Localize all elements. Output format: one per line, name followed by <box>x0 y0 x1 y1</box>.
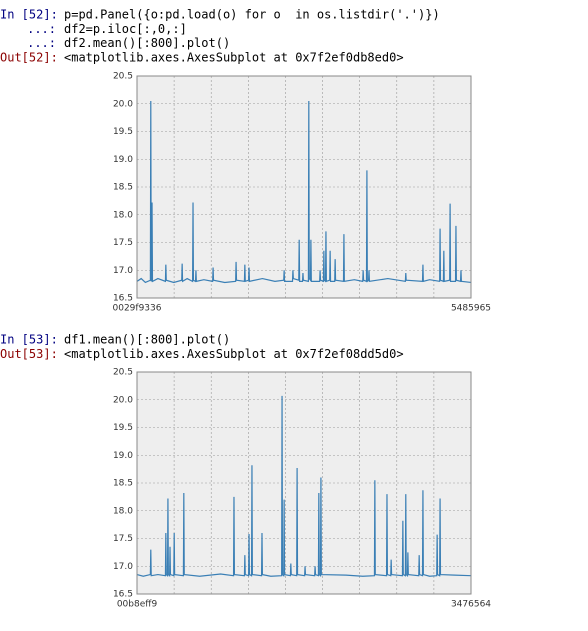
y-tick-label: 17.0 <box>113 562 133 572</box>
in-prompt: In [52]: <box>0 8 58 22</box>
y-tick-label: 20.0 <box>113 395 133 405</box>
plot-area <box>137 372 471 594</box>
continuation-prompt: ...: <box>27 22 56 36</box>
code-line: p=pd.Panel({o:pd.load(o) for o in os.lis… <box>64 8 440 22</box>
y-tick-label: 18.5 <box>113 479 133 489</box>
continuation-prompt: ...: <box>27 36 56 50</box>
y-tick-label: 16.5 <box>113 590 133 600</box>
y-tick-label: 18.0 <box>113 506 133 516</box>
y-tick-label: 19.0 <box>113 155 133 165</box>
y-tick-label: 19.5 <box>113 127 133 137</box>
code-line: df1.mean()[:800].plot() <box>64 333 230 347</box>
x-tick-label: 0029f9336 <box>113 304 162 314</box>
y-tick-label: 18.0 <box>113 210 133 220</box>
plot-frame <box>136 75 472 299</box>
y-tick-label: 18.5 <box>113 183 133 193</box>
y-tick-label: 19.0 <box>113 451 133 461</box>
plot-frame <box>136 371 472 595</box>
y-tick-label: 20.5 <box>113 368 133 378</box>
y-tick-label: 17.5 <box>113 238 133 248</box>
output-text: <matplotlib.axes.AxesSubplot at 0x7f2ef0… <box>64 347 404 361</box>
x-tick-label: 00b8eff9 <box>117 600 158 610</box>
out-prompt: Out[53]: <box>0 347 58 361</box>
out-prompt: Out[52]: <box>0 50 58 64</box>
x-tick-label: 5485965 <box>451 304 491 314</box>
y-tick-label: 17.5 <box>113 534 133 544</box>
output-text: <matplotlib.axes.AxesSubplot at 0x7f2ef0… <box>64 50 404 64</box>
data-line <box>136 395 472 578</box>
in-prompt: In [53]: <box>0 333 58 347</box>
data-line <box>136 100 472 284</box>
plot-area <box>137 76 471 298</box>
x-tick-label: 3476564 <box>451 600 491 610</box>
code-line: df2=p.iloc[:,0,:] <box>64 22 187 36</box>
y-tick-label: 20.0 <box>113 99 133 109</box>
y-tick-label: 16.5 <box>113 294 133 304</box>
y-tick-label: 20.5 <box>113 72 133 82</box>
y-tick-label: 19.5 <box>113 423 133 433</box>
code-line: df2.mean()[:800].plot() <box>64 36 230 50</box>
y-tick-label: 17.0 <box>113 266 133 276</box>
